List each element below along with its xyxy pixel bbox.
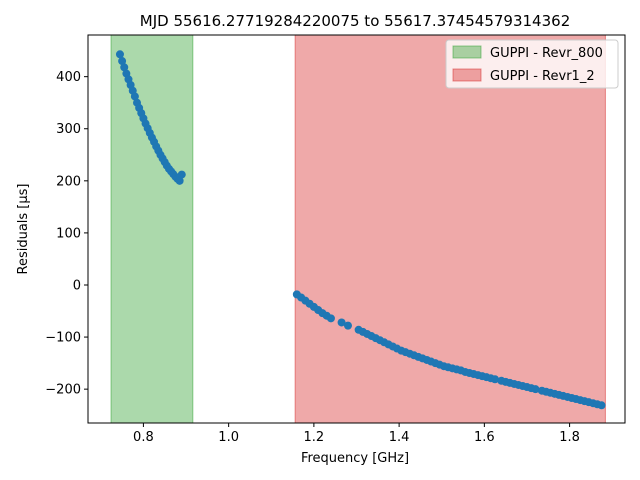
y-tick-label: 0 (73, 278, 81, 293)
data-point (118, 57, 127, 66)
x-tick-label: 1.0 (218, 430, 239, 445)
y-tick-label: 300 (56, 122, 81, 137)
data-point (175, 176, 184, 185)
legend-label-revr1-2: GUPPI - Revr1_2 (490, 69, 595, 84)
y-tick-label: 200 (56, 174, 81, 189)
x-tick-label: 1.6 (474, 430, 495, 445)
x-axis-title: Frequency [GHz] (301, 451, 409, 466)
data-point (120, 63, 129, 72)
legend-box (445, 39, 619, 89)
x-tick-label: 1.2 (304, 430, 325, 445)
data-points (115, 50, 606, 410)
data-point (115, 50, 124, 59)
x-tick-label: 1.4 (389, 430, 410, 445)
chart-title: MJD 55616.27719284220075 to 55617.374545… (140, 12, 570, 30)
y-tick-label: 100 (56, 226, 81, 241)
legend-swatch-revr1-2 (452, 68, 482, 82)
data-point (337, 318, 346, 327)
data-point (531, 385, 540, 394)
data-point (177, 170, 186, 179)
band-0 (110, 34, 194, 424)
y-tick-label: −200 (45, 383, 81, 398)
band-1 (294, 34, 606, 424)
legend-swatch-revr800 (452, 45, 482, 59)
data-point (326, 314, 335, 323)
frequency-bands (110, 34, 606, 424)
y-tick-label: 400 (56, 70, 81, 85)
x-axis-ticks: 0.8 1.0 1.2 1.4 1.6 1.8 (133, 423, 580, 445)
legend: GUPPI - Revr_800 GUPPI - Revr1_2 (445, 39, 619, 89)
plot-frame (87, 34, 626, 424)
data-point (343, 321, 352, 330)
data-point (491, 375, 500, 384)
x-tick-label: 0.8 (133, 430, 154, 445)
data-point (597, 401, 606, 410)
x-tick-label: 1.8 (559, 430, 580, 445)
data-point (130, 92, 139, 101)
y-axis-ticks: −200 −100 0 100 200 300 400 (45, 70, 88, 398)
y-axis-title: Residuals [μs] (16, 184, 31, 275)
legend-label-revr800: GUPPI - Revr_800 (490, 46, 603, 61)
y-tick-label: −100 (45, 331, 81, 346)
